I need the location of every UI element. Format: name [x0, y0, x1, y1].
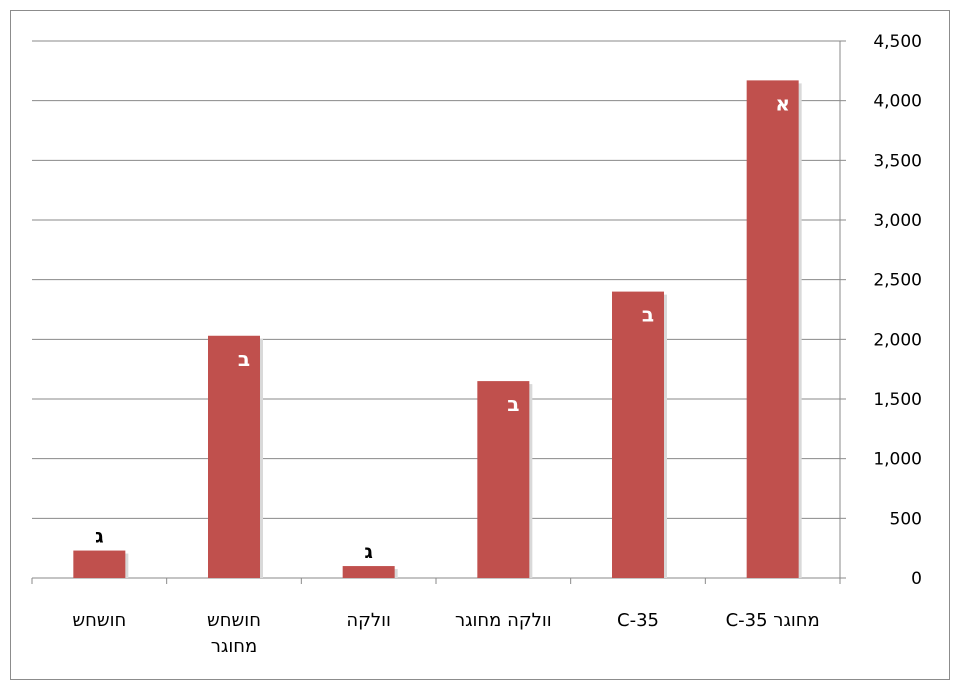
bar [73, 550, 126, 578]
bar [208, 335, 260, 578]
bar [612, 291, 664, 578]
bar-data-label: ב [507, 392, 519, 416]
x-category-label: וולקה מחוגר [455, 610, 552, 631]
bar-data-label: ב [642, 303, 654, 327]
x-category-label: C-35 [617, 610, 659, 631]
bar-data-label: ב [238, 347, 250, 371]
y-tick-label: 4,500 [873, 32, 922, 52]
x-category-label: מחוגר [211, 636, 257, 657]
y-tick-label: 2,500 [873, 271, 922, 291]
x-category-label: חושחש [207, 610, 261, 631]
y-tick-label: 500 [890, 509, 922, 529]
bar-data-label: ג [95, 526, 104, 548]
y-tick-label: 4,000 [873, 92, 922, 112]
y-tick-label: 3,000 [873, 211, 922, 231]
x-category-label: חושחש [72, 610, 126, 631]
y-tick-label: 1,500 [873, 390, 922, 410]
y-tick-label: 0 [911, 569, 922, 589]
bar-data-label: א [775, 91, 790, 115]
bar-data-label: ג [364, 541, 373, 563]
bar [342, 566, 395, 578]
bar [746, 80, 799, 578]
bar [477, 381, 530, 578]
x-category-label: וולקה [346, 610, 391, 631]
y-tick-label: 2,000 [873, 330, 922, 350]
y-tick-label: 3,500 [873, 151, 922, 171]
y-tick-label: 1,000 [873, 450, 922, 470]
x-category-label: C-35 מחוגר [726, 610, 820, 631]
